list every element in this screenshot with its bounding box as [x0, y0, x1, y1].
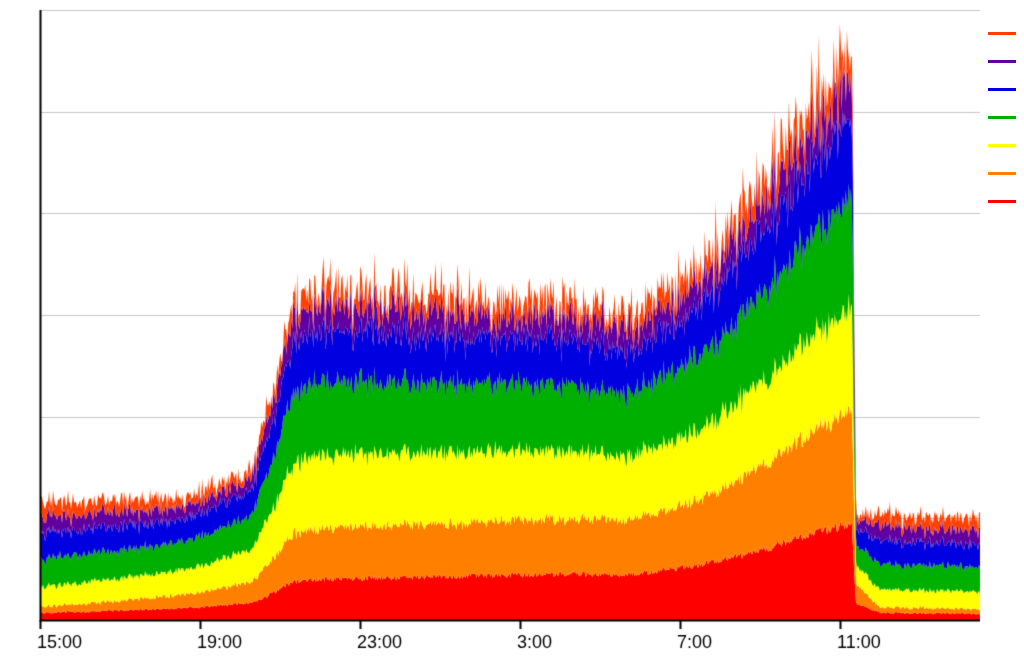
- legend-swatch-s1_red: [988, 200, 1016, 203]
- legend-swatch-s5_blue: [988, 88, 1016, 91]
- legend-swatch-s3_yellow: [988, 144, 1016, 147]
- chart-container: [0, 0, 1024, 666]
- legend-swatch-s7_orangered: [988, 32, 1016, 35]
- stacked-area-chart: [0, 0, 1024, 666]
- legend-swatch-s2_orange: [988, 172, 1016, 175]
- legend: [988, 32, 1016, 228]
- legend-swatch-s4_green: [988, 116, 1016, 119]
- legend-swatch-s6_purple: [988, 60, 1016, 63]
